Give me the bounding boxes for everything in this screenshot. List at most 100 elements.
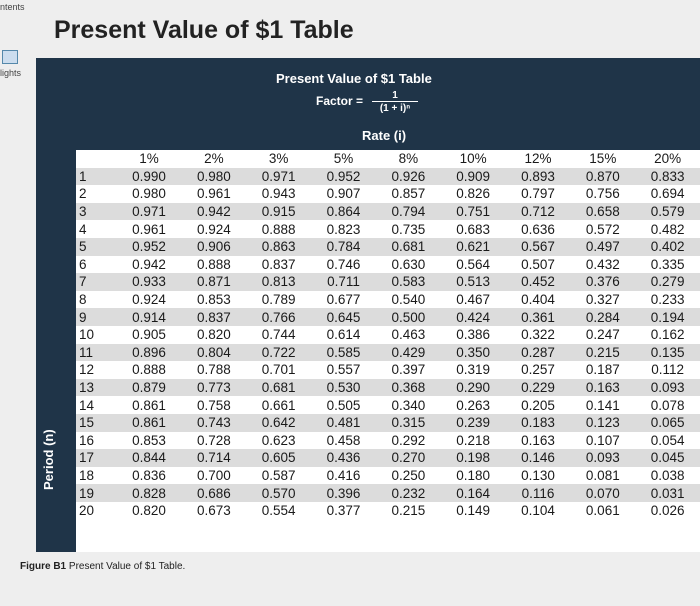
value-cell: 0.836 <box>132 467 166 483</box>
period-cell: 11 <box>79 344 94 360</box>
value-cell: 0.844 <box>132 450 166 466</box>
value-cell: 0.905 <box>132 327 166 343</box>
value-cell: 0.853 <box>132 432 166 448</box>
value-cell: 0.505 <box>326 397 361 413</box>
value-cell: 0.396 <box>326 485 361 501</box>
value-cell: 0.130 <box>521 467 555 483</box>
value-cell: 0.376 <box>585 274 620 290</box>
value-cell: 0.863 <box>261 239 296 255</box>
value-cell: 0.804 <box>196 344 231 360</box>
value-cell: 0.826 <box>456 186 491 202</box>
period-cell: 17 <box>79 450 95 466</box>
value-cell: 0.093 <box>585 450 620 466</box>
value-cell: 0.368 <box>391 380 426 396</box>
value-cell: 0.645 <box>326 309 361 325</box>
value-cell: 0.554 <box>261 503 296 519</box>
table-row: 9 0.914 0.837 0.766 0.645 0.500 0.424 0.361 0.28… <box>76 308 700 326</box>
value-cell: 0.605 <box>261 450 296 466</box>
value-cell: 0.711 <box>327 274 360 290</box>
value-cell: 0.540 <box>391 292 426 308</box>
value-cell: 0.828 <box>132 485 166 501</box>
value-cell: 0.180 <box>456 467 491 483</box>
value-cell: 0.864 <box>326 204 361 220</box>
value-cell: 0.402 <box>650 239 685 255</box>
value-cell: 0.463 <box>391 327 426 343</box>
value-cell: 0.229 <box>521 380 555 396</box>
value-cell: 0.481 <box>326 415 361 431</box>
value-cell: 0.823 <box>326 221 361 237</box>
value-cell: 0.263 <box>456 397 491 413</box>
value-cell: 0.081 <box>585 467 620 483</box>
value-cell: 0.915 <box>261 204 296 220</box>
value-cell: 0.820 <box>196 327 231 343</box>
period-cell: 10 <box>79 327 95 343</box>
factor-formula: 1 (1 + i)ⁿ <box>372 90 418 114</box>
table-row: 11 0.896 0.804 0.722 0.585 0.429 0.350 0.287 0.2… <box>76 343 700 362</box>
value-cell: 0.107 <box>585 432 620 448</box>
value-cell: 0.031 <box>650 485 685 501</box>
side-label: lights <box>0 68 22 78</box>
value-cell: 0.623 <box>261 432 296 448</box>
value-cell: 0.756 <box>585 186 620 202</box>
value-cell: 0.700 <box>196 467 231 483</box>
value-cell: 0.218 <box>456 432 491 448</box>
value-cell: 0.164 <box>456 485 491 501</box>
value-cell: 0.078 <box>650 397 685 413</box>
value-cell: 0.642 <box>261 415 296 431</box>
rate-header: 8% <box>398 151 419 167</box>
value-cell: 0.458 <box>326 432 361 448</box>
table-row: 19 0.828 0.686 0.570 0.396 0.232 0.164 0.116 0.0… <box>76 484 700 502</box>
table-row: 17 0.844 0.714 0.605 0.436 0.270 0.198 0.146 0.0… <box>76 449 700 467</box>
value-cell: 0.961 <box>132 221 166 237</box>
value-cell: 0.315 <box>391 415 426 431</box>
value-cell: 0.933 <box>132 274 166 290</box>
rate-header-row: 1% 2% 3% 5% 8% 10% 12% 15% 20% <box>76 150 700 168</box>
value-cell: 0.621 <box>456 239 491 255</box>
value-cell: 0.045 <box>650 450 685 466</box>
period-cell: 4 <box>79 221 87 237</box>
value-cell: 0.971 <box>132 204 166 220</box>
value-cell: 0.971 <box>261 168 296 184</box>
period-cell: 8 <box>79 292 87 308</box>
value-cell: 0.194 <box>650 309 685 325</box>
value-cell: 0.681 <box>261 380 296 396</box>
period-cell: 19 <box>79 485 95 501</box>
value-cell: 0.758 <box>196 397 231 413</box>
period-sidebar: Period (n) <box>36 150 76 552</box>
value-cell: 0.350 <box>456 344 491 360</box>
rate-header: 2% <box>204 151 224 167</box>
period-cell: 14 <box>79 397 95 413</box>
value-cell: 0.070 <box>585 485 620 501</box>
table-row: 15 0.861 0.743 0.642 0.481 0.315 0.239 0.183 0.1… <box>76 413 700 432</box>
value-cell: 0.112 <box>651 362 685 378</box>
value-cell: 0.239 <box>456 415 491 431</box>
value-cell: 0.722 <box>261 344 296 360</box>
value-cell: 0.751 <box>456 204 491 220</box>
rate-label: Rate (i) <box>362 128 407 143</box>
table-grid: 1% 2% 3% 5% 8% 10% 12% 15% 20% 1 0.990 0.980 0.971 0.… <box>76 150 700 519</box>
value-cell: 0.038 <box>650 467 685 483</box>
value-cell: 0.773 <box>196 380 231 396</box>
value-cell: 0.187 <box>585 362 620 378</box>
value-cell: 0.879 <box>132 380 166 396</box>
value-cell: 0.926 <box>391 168 426 184</box>
value-cell: 0.065 <box>650 415 685 431</box>
value-cell: 0.215 <box>585 344 620 360</box>
sidebar-icon[interactable] <box>2 50 18 64</box>
value-cell: 0.990 <box>132 168 166 184</box>
value-cell: 0.837 <box>196 309 231 325</box>
period-cell: 20 <box>79 503 95 519</box>
caption-label: Figure B1 <box>20 561 67 572</box>
value-cell: 0.284 <box>585 309 620 325</box>
value-cell: 0.416 <box>326 467 361 483</box>
value-cell: 0.432 <box>585 256 620 272</box>
value-cell: 0.567 <box>521 239 555 255</box>
value-cell: 0.287 <box>521 344 555 360</box>
value-cell: 0.924 <box>132 292 166 308</box>
value-cell: 0.061 <box>585 503 620 519</box>
period-cell: 18 <box>79 467 95 483</box>
rate-header: 10% <box>459 151 487 167</box>
value-cell: 0.712 <box>521 204 555 220</box>
value-cell: 0.232 <box>391 485 426 501</box>
table-row: 14 0.861 0.758 0.661 0.505 0.340 0.263 0.205 0.1… <box>76 396 700 414</box>
